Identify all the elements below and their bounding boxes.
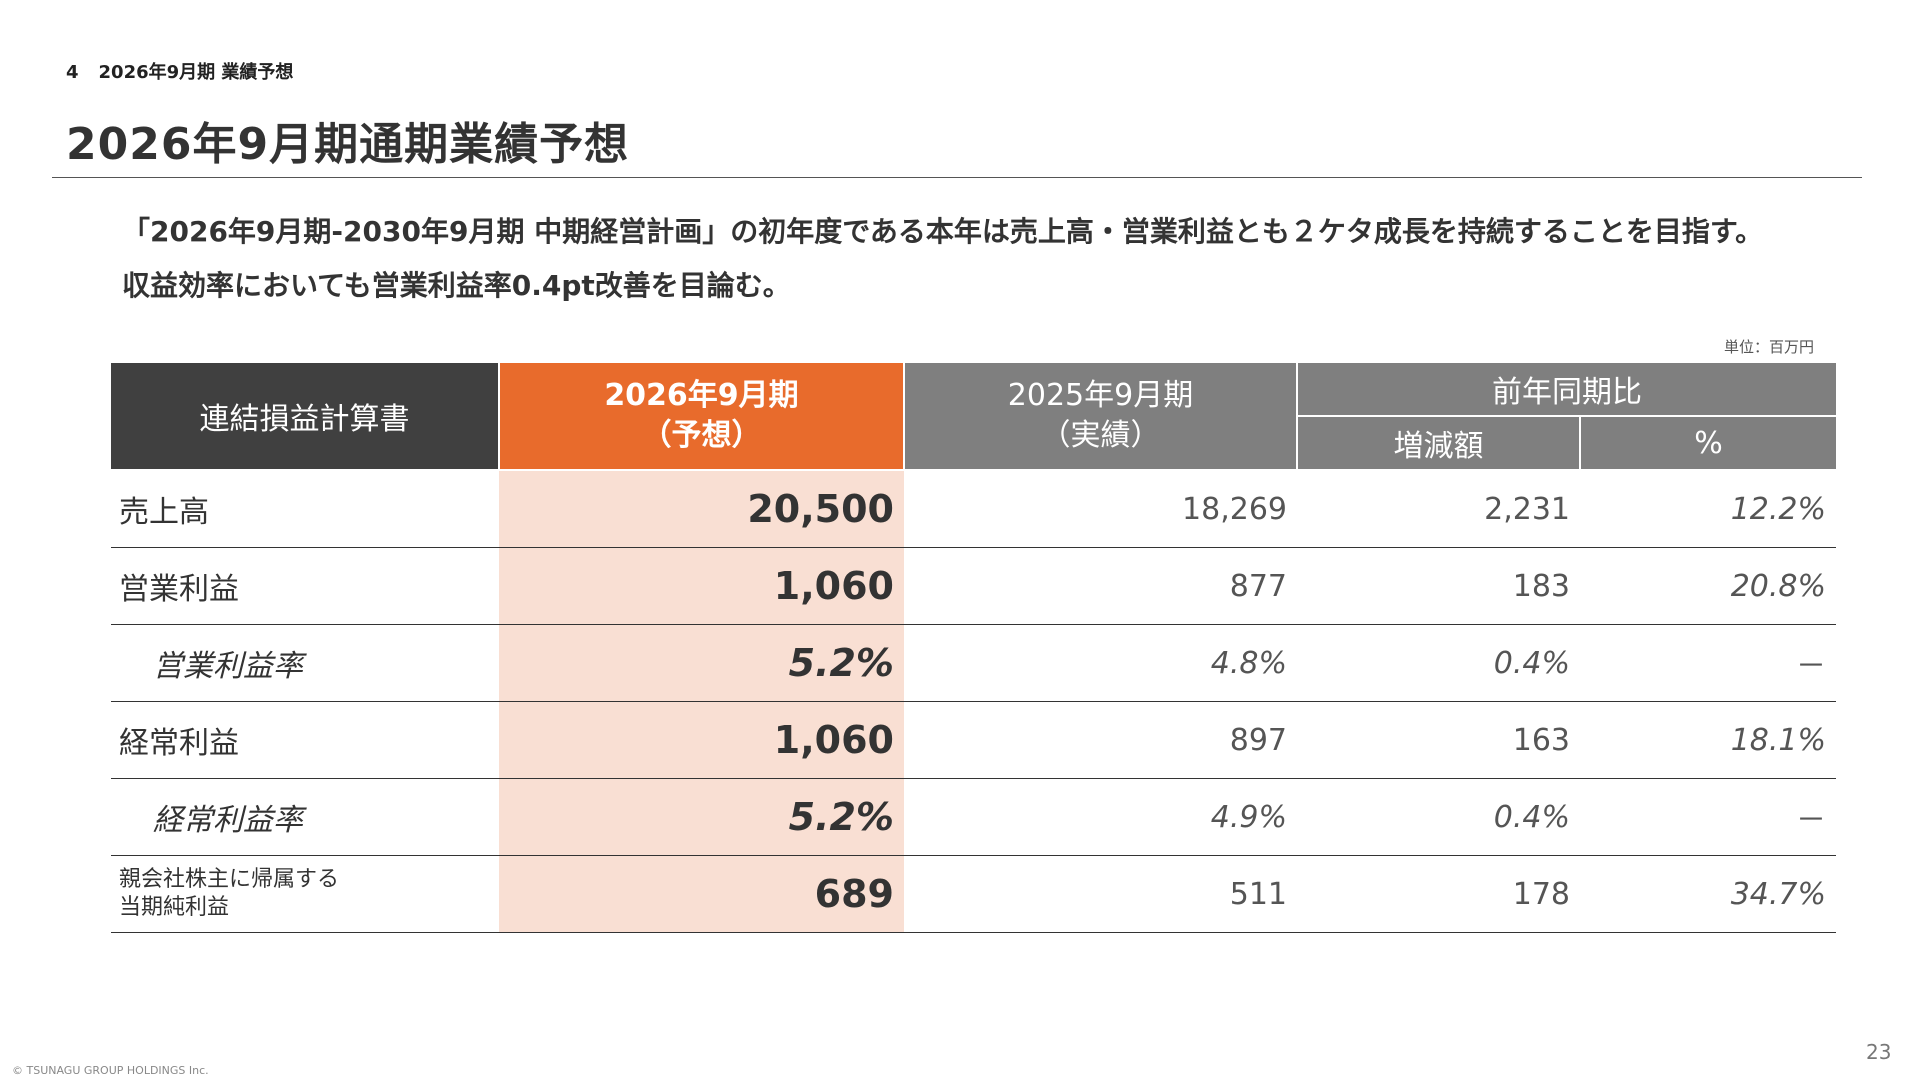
pct-value: 12.2% xyxy=(1580,470,1836,548)
actual-value: 877 xyxy=(904,547,1297,625)
actual-value: 511 xyxy=(904,855,1297,933)
actual-value: 897 xyxy=(904,701,1297,779)
header-forecast-note: （予想） xyxy=(641,418,762,453)
section-label: 4 2026年9月期 業績予想 xyxy=(66,58,293,84)
actual-value: 4.9% xyxy=(904,778,1297,856)
pct-value: － xyxy=(1580,624,1836,702)
row-label: 親会社株主に帰属する 当期純利益 xyxy=(111,855,499,933)
forecast-value: 20,500 xyxy=(499,470,904,548)
header-change: 増減額 xyxy=(1297,416,1581,471)
income-statement-table: 連結損益計算書 2026年9月期 （予想） 2025年9月期 （実績） 前年同期… xyxy=(111,363,1836,933)
table-row-ordinary-income: 経常利益 1,060 897 163 18.1% xyxy=(111,701,1836,779)
pct-value: － xyxy=(1580,778,1836,856)
header-statement: 連結損益計算書 xyxy=(111,363,500,471)
row-label: 営業利益 xyxy=(111,547,499,625)
forecast-value: 1,060 xyxy=(499,701,904,779)
change-value: 0.4% xyxy=(1297,778,1580,856)
change-value: 0.4% xyxy=(1297,624,1580,702)
row-label: 売上高 xyxy=(111,470,499,548)
lead-text: 「2026年9月期-2030年9月期 中期経営計画」の初年度である本年は売上高・… xyxy=(122,205,1763,313)
header-actual: 2025年9月期 （実績） xyxy=(904,363,1298,471)
table-row-sales: 売上高 20,500 18,269 2,231 12.2% xyxy=(111,470,1836,548)
section-number: 4 xyxy=(66,62,79,83)
header-forecast-year: 2026年9月期 xyxy=(604,378,799,413)
change-value: 178 xyxy=(1297,855,1580,933)
section-title: 2026年9月期 業績予想 xyxy=(98,62,294,83)
forecast-value: 1,060 xyxy=(499,547,904,625)
page-title: 2026年9月期通期業績予想 xyxy=(66,119,630,170)
row-label-line-2: 当期純利益 xyxy=(119,895,230,920)
lead-line-2: 収益効率においても営業利益率0.4pt改善を目論む。 xyxy=(122,269,791,302)
row-label: 営業利益率 xyxy=(111,624,499,702)
lead-line-1: 「2026年9月期-2030年9月期 中期経営計画」の初年度である本年は売上高・… xyxy=(122,215,1764,248)
header-pct: % xyxy=(1580,416,1836,471)
table-row-net-income: 親会社株主に帰属する 当期純利益 689 511 178 34.7% xyxy=(111,855,1836,933)
actual-value: 4.8% xyxy=(904,624,1297,702)
forecast-value: 5.2% xyxy=(499,624,904,702)
forecast-value: 689 xyxy=(499,855,904,933)
header-actual-note: （実績） xyxy=(1040,418,1161,453)
forecast-value: 5.2% xyxy=(499,778,904,856)
change-value: 183 xyxy=(1297,547,1580,625)
change-value: 163 xyxy=(1297,701,1580,779)
pct-value: 20.8% xyxy=(1580,547,1836,625)
row-label-line-1: 親会社株主に帰属する xyxy=(119,867,340,892)
pct-value: 18.1% xyxy=(1580,701,1836,779)
row-label: 経常利益 xyxy=(111,701,499,779)
table-row-ordinary-margin: 経常利益率 5.2% 4.9% 0.4% － xyxy=(111,778,1836,856)
table-row-operating-income: 営業利益 1,060 877 183 20.8% xyxy=(111,547,1836,625)
page-number: 23 xyxy=(1866,1040,1892,1064)
unit-label: 単位：百万円 xyxy=(1724,338,1815,356)
pct-value: 34.7% xyxy=(1580,855,1836,933)
row-label: 経常利益率 xyxy=(111,778,499,856)
title-divider xyxy=(52,177,1862,178)
table-row-operating-margin: 営業利益率 5.2% 4.8% 0.4% － xyxy=(111,624,1836,702)
header-actual-year: 2025年9月期 xyxy=(1007,378,1194,413)
actual-value: 18,269 xyxy=(904,470,1297,548)
header-yoy: 前年同期比 xyxy=(1297,363,1836,417)
copyright: © TSUNAGU GROUP HOLDINGS Inc. xyxy=(12,1064,209,1077)
header-forecast: 2026年9月期 （予想） xyxy=(499,363,905,471)
change-value: 2,231 xyxy=(1297,470,1580,548)
